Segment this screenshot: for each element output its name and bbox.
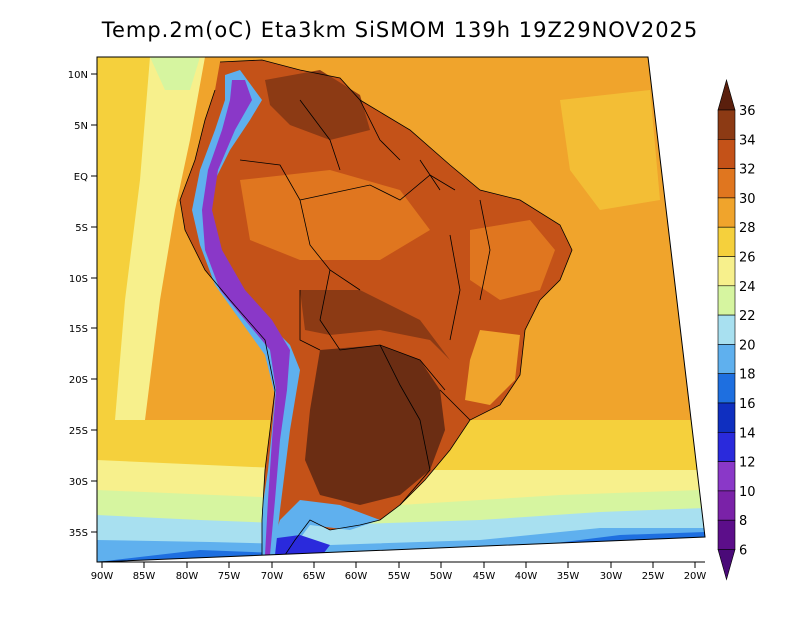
colorbar: 36 34 32 30 28 26 24 22 20 18 16 14 12 10 8 6 (717, 78, 756, 581)
amazon-central-warm (240, 170, 430, 260)
lat-label: EQ (74, 172, 88, 183)
colorbar-label: 34 (739, 133, 756, 148)
lon-label: 30W (600, 571, 623, 582)
lat-label: 5N (74, 121, 88, 132)
colorbar-label: 32 (739, 163, 756, 178)
south-band-16 (97, 532, 705, 562)
temperature-field (97, 57, 705, 562)
colorbar-band (717, 373, 736, 404)
colorbar-band (717, 109, 736, 140)
country-borders (179, 59, 573, 559)
colorbar-label: 20 (739, 338, 756, 353)
colorbar-label: 36 (739, 104, 756, 119)
colorbar-band (717, 256, 736, 287)
colorbar-label: 10 (739, 485, 756, 500)
lon-label: 90W (91, 571, 114, 582)
lon-label: 80W (176, 571, 199, 582)
lon-label: 55W (388, 571, 411, 582)
lon-label: 50W (430, 571, 453, 582)
colorbar-band (717, 168, 736, 199)
colorbar-band (717, 461, 736, 492)
lat-label: 30S (69, 477, 88, 488)
lat-label: 20S (69, 375, 88, 386)
lon-label: 85W (133, 571, 156, 582)
lat-label: 10S (69, 274, 88, 285)
colorbar-label: 14 (739, 426, 756, 441)
colorbar-label: 18 (739, 368, 756, 383)
colorbar-label: 16 (739, 397, 756, 412)
map-title: Temp.2m(oC) Eta3km SiSMOM 139h 19Z29NOV2… (101, 18, 699, 42)
atlantic-east-patch (560, 90, 660, 210)
colorbar-band (717, 519, 736, 550)
lat-label: 5S (75, 223, 88, 234)
amazon-north-hot (265, 70, 370, 140)
colorbar-label: 8 (739, 514, 747, 529)
lon-label: 70W (261, 571, 284, 582)
pacific-north-band (150, 57, 200, 90)
lon-label: 65W (303, 571, 326, 582)
colorbar-band (717, 490, 736, 521)
colorbar-label: 6 (739, 544, 747, 559)
andes-high-peaks (202, 80, 290, 555)
lon-label: 60W (345, 571, 368, 582)
lon-label: 75W (218, 571, 241, 582)
colorbar-band (717, 314, 736, 345)
lon-label: 40W (515, 571, 538, 582)
colorbar-label: 22 (739, 309, 756, 324)
colorbar-bottom-arrow (717, 549, 736, 581)
colorbar-band (717, 139, 736, 169)
interior-hot-zone (305, 345, 445, 505)
colorbar-band (717, 431, 736, 462)
colorbar-label: 12 (739, 456, 756, 471)
colorbar-band (717, 285, 736, 316)
lat-label: 15S (69, 324, 88, 335)
lat-label: 35S (69, 528, 88, 539)
lat-label: 25S (69, 426, 88, 437)
lon-label: 20W (684, 571, 707, 582)
lon-label: 45W (473, 571, 496, 582)
longitude-ticks (101, 562, 696, 568)
colorbar-band (717, 344, 736, 374)
colorbar-band (717, 402, 736, 433)
colorbar-band (717, 226, 736, 257)
northeast-warm (470, 220, 555, 300)
lon-label: 25W (642, 571, 665, 582)
colorbar-label: 28 (739, 221, 756, 236)
colorbar-label: 30 (739, 192, 756, 207)
interior-warm-zone (300, 290, 450, 360)
lat-label: 10N (68, 70, 88, 81)
colorbar-label: 24 (739, 280, 756, 295)
colorbar-label: 26 (739, 251, 756, 266)
latitude-ticks (91, 73, 97, 533)
lon-label: 35W (557, 571, 580, 582)
colorbar-band (717, 197, 736, 228)
colorbar-top-arrow (717, 78, 736, 111)
southeast-coast (465, 330, 520, 405)
